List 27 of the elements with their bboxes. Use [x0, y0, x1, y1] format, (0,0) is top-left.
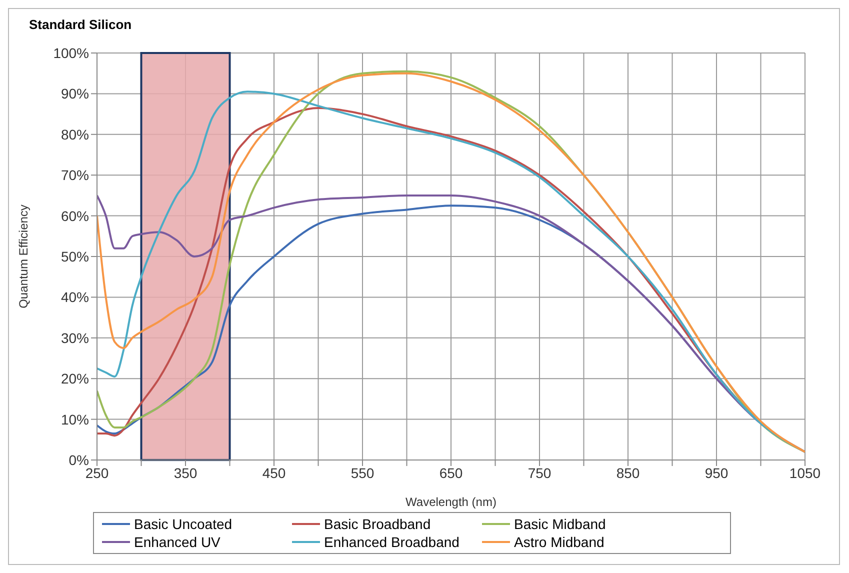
- y-tick-label: 80%: [60, 126, 89, 142]
- x-tick-label: 550: [350, 464, 374, 481]
- x-tick-label: 850: [616, 464, 640, 481]
- y-axis-title: Quantum Efficiency: [16, 204, 30, 308]
- x-tick-label: 950: [704, 464, 728, 481]
- y-tick-label: 70%: [60, 167, 89, 184]
- x-tick-label: 750: [528, 464, 552, 481]
- x-tick-label: 650: [439, 464, 463, 481]
- y-tick-label: 40%: [60, 289, 89, 306]
- y-tick-label: 10%: [60, 411, 89, 428]
- legend-label: Basic Midband: [514, 516, 606, 532]
- x-axis-title: Wavelength (nm): [406, 495, 496, 509]
- y-tick-label: 20%: [60, 370, 89, 387]
- y-tick-label: 90%: [60, 86, 89, 102]
- x-tick-label: 1050: [789, 464, 821, 481]
- legend-label: Astro Midband: [514, 534, 604, 550]
- x-tick-label: 450: [262, 464, 286, 481]
- y-tick-label: 60%: [60, 208, 89, 224]
- legend-label: Basic Broadband: [324, 516, 431, 532]
- y-tick-label: 30%: [60, 330, 89, 346]
- x-tick-label: 350: [174, 464, 198, 481]
- legend-label: Enhanced Broadband: [324, 534, 460, 550]
- chart-title: Standard Silicon: [28, 16, 133, 34]
- legend-label: Enhanced UV: [134, 534, 220, 550]
- legend-label: Basic Uncoated: [134, 516, 232, 532]
- y-tick-label: 50%: [60, 248, 89, 264]
- y-tick-label: 100%: [53, 44, 89, 61]
